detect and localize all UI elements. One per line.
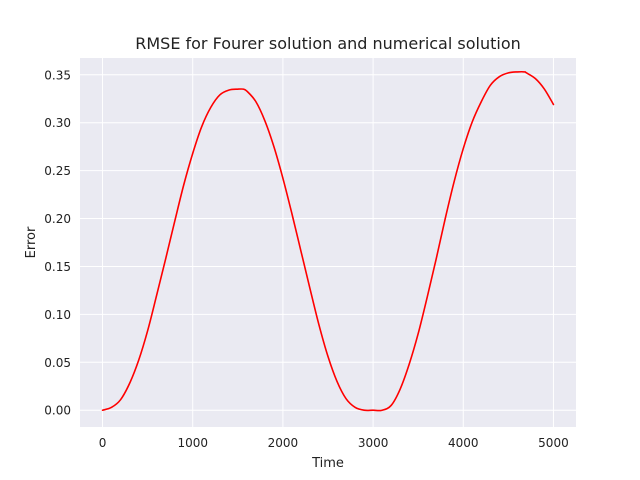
y-tick-label: 0.10 [44,308,71,322]
series-layer [101,70,555,412]
x-tick-label: 2000 [268,436,299,450]
y-tick-label: 0.35 [44,68,71,82]
y-tick-label: 0.25 [44,164,71,178]
x-tick-label: 3000 [358,436,389,450]
y-axis-label: Error [24,226,39,258]
grid-lines [80,58,576,427]
chart-title: RMSE for Fourer solution and numerical s… [135,34,521,53]
y-tick-label: 0.30 [44,116,71,130]
plot-area [80,58,576,427]
y-tick-label: 0.15 [44,260,71,274]
x-tick-label: 4000 [448,436,479,450]
x-tick-label: 1000 [177,436,208,450]
x-tick-label: 0 [99,436,107,450]
x-tick-label: 5000 [538,436,569,450]
y-tick-label: 0.20 [44,212,71,226]
y-tick-label: 0.00 [44,404,71,418]
x-axis-label: Time [311,456,344,471]
y-tick-label: 0.05 [44,356,71,370]
series-line [101,70,555,412]
tick-labels: 0 1000 2000 3000 4000 5000 0.00 0.05 0.10 0.15 0.2… [44,68,568,450]
